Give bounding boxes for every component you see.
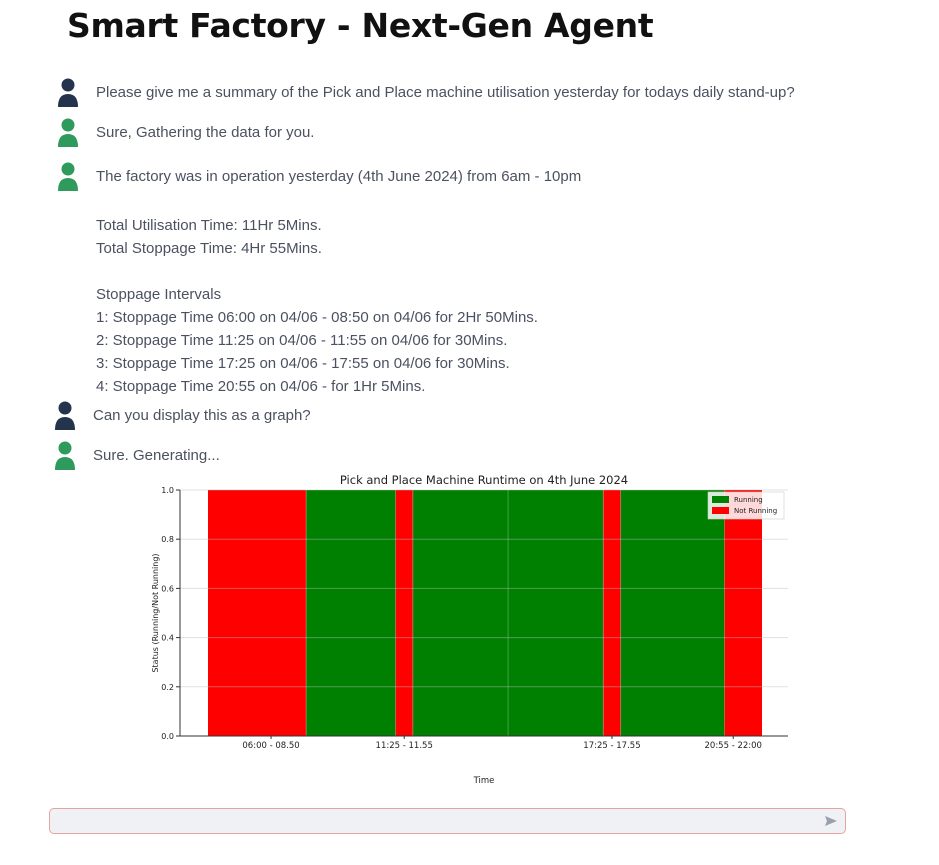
legend-swatch: [712, 507, 729, 514]
message-text: Please give me a summary of the Pick and…: [96, 84, 795, 101]
y-tick-label: 0.8: [161, 535, 174, 544]
stoppage-interval: 1: Stoppage Time 06:00 on 04/06 - 08:50 …: [96, 309, 538, 326]
page-title: Smart Factory - Next-Gen Agent: [67, 6, 654, 45]
user-avatar-icon: [58, 78, 78, 107]
y-tick-label: 0.6: [161, 584, 174, 593]
y-tick-label: 1.0: [161, 486, 174, 495]
status-bar-not-running: [208, 490, 307, 736]
status-bar-not-running: [395, 490, 413, 736]
legend-label: Not Running: [734, 507, 777, 515]
assistant-avatar-icon: [55, 441, 75, 470]
message-text: Sure, Gathering the data for you.: [96, 124, 315, 141]
status-bar-not-running: [603, 490, 621, 736]
x-tick-label: 20:55 - 22:00: [705, 741, 762, 751]
status-bar-running: [412, 490, 604, 736]
assistant-avatar-icon: [58, 162, 78, 191]
legend-label: Running: [734, 496, 763, 504]
status-bar-not-running: [724, 490, 762, 736]
message-text: Sure. Generating...: [93, 447, 220, 464]
stoppage-interval: 3: Stoppage Time 17:25 on 04/06 - 17:55 …: [96, 355, 510, 372]
x-tick-label: 17:25 - 17.55: [583, 741, 640, 751]
x-tick-label: 11:25 - 11.55: [376, 741, 433, 751]
stoppage-intervals-heading: Stoppage Intervals: [96, 286, 222, 303]
utilisation-time: Total Utilisation Time: 11Hr 5Mins.: [96, 217, 322, 234]
x-axis-label: Time: [473, 776, 495, 786]
y-tick-label: 0.4: [161, 634, 174, 643]
message-text: Can you display this as a graph?: [93, 407, 311, 424]
assistant-avatar-icon: [58, 118, 78, 147]
stoppage-time: Total Stoppage Time: 4Hr 55Mins.: [96, 240, 322, 257]
chart-title: Pick and Place Machine Runtime on 4th Ju…: [340, 473, 628, 487]
user-avatar-icon: [55, 401, 75, 430]
runtime-chart: 0.0 0.2 0.4 0.6 0.8 1.0 06:00 - 08.50 11:25 - 1…: [140, 467, 800, 797]
send-icon[interactable]: [823, 813, 839, 829]
status-bar-running: [620, 490, 725, 736]
utilisation-summary: Total Utilisation Time: 11Hr 5Mins. Tota…: [96, 214, 538, 398]
legend-swatch: [712, 496, 729, 503]
status-bar-running: [306, 490, 396, 736]
stoppage-interval: 4: Stoppage Time 20:55 on 04/06 - for 1H…: [96, 378, 426, 395]
chat-input[interactable]: [58, 811, 822, 833]
x-tick-label: 06:00 - 08.50: [242, 741, 299, 751]
y-tick-label: 0.2: [161, 683, 174, 692]
y-tick-label: 0.0: [161, 732, 174, 741]
y-axis-label: Status (Running/Not Running): [151, 553, 160, 672]
runtime-chart-svg: 0.0 0.2 0.4 0.6 0.8 1.0 06:00 - 08.50 11:25 - 1…: [151, 473, 788, 786]
stoppage-interval: 2: Stoppage Time 11:25 on 04/06 - 11:55 …: [96, 332, 508, 349]
message-text: The factory was in operation yesterday (…: [96, 168, 582, 185]
chat-input-bar: [49, 808, 846, 834]
